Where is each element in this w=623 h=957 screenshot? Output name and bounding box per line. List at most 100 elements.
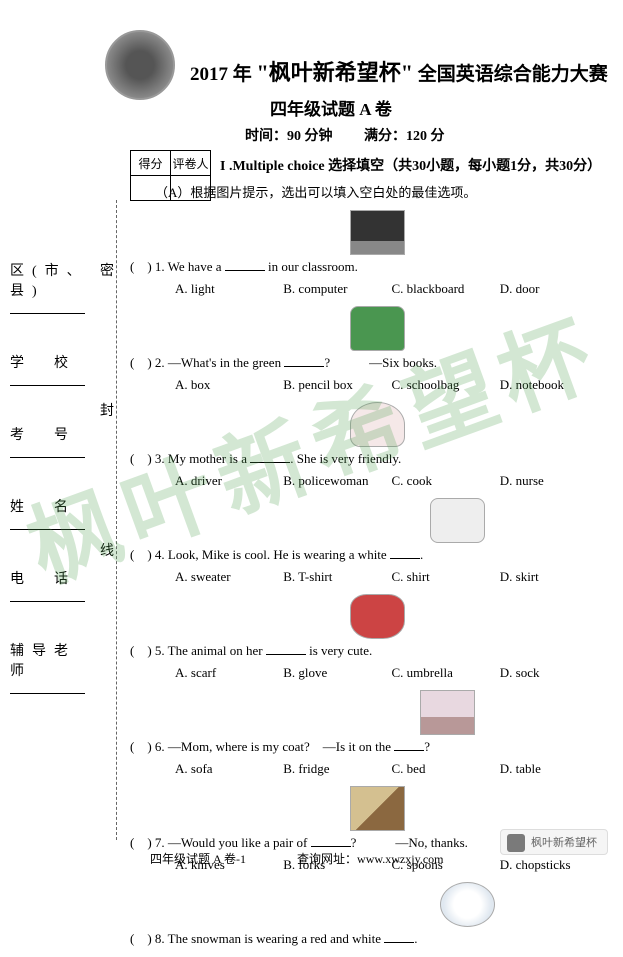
q1-opt-c[interactable]: C. blackboard [392, 279, 497, 299]
q3-opt-b[interactable]: B. policewoman [283, 471, 388, 491]
q1-image-monitor [350, 210, 405, 255]
q2-opt-b[interactable]: B. pencil box [283, 375, 388, 395]
exam-info: 时间：90 分钟 满分：120 分 [245, 125, 445, 145]
side-exam-no-line[interactable] [10, 444, 85, 458]
q5-stem-post: is very cute. [306, 643, 372, 658]
side-name-line[interactable] [10, 516, 85, 530]
q4-image-shirt [430, 498, 485, 543]
logo-badge [105, 30, 175, 100]
q6-opt-b[interactable]: B. fridge [283, 759, 388, 779]
wechat-name: 枫叶新希望杯 [531, 837, 597, 849]
question-4: ( ) 4. Look, Mike is cool. He is wearing… [130, 498, 610, 586]
question-5: ( ) 5. The animal on her is very cute. A… [130, 594, 610, 682]
section-title: I .Multiple choice 选择填空（共30小题，每小题1分，共30分… [220, 155, 601, 175]
q3-image-nurse [350, 402, 405, 447]
footer-url-label: 查询网址： [297, 852, 357, 866]
q2-stem-post: ? —Six books. [324, 355, 437, 370]
q4-opt-b[interactable]: B. T-shirt [283, 567, 388, 587]
q5-opt-b[interactable]: B. glove [283, 663, 388, 683]
q4-stem-pre: ( ) 4. Look, Mike is cool. He is wearing… [130, 547, 390, 562]
subtitle: 四年级试题 A 卷 [270, 95, 392, 120]
side-district: 区(市、县) [10, 260, 95, 300]
q7-stem-pre: ( ) 7. —Would you like a pair of [130, 835, 311, 850]
binding-chars: 密 封 线 [100, 260, 118, 680]
q1-stem-post: in our classroom. [265, 259, 358, 274]
q4-blank[interactable] [390, 547, 420, 559]
question-1: ( ) 1. We have a in our classroom. A. li… [130, 210, 610, 298]
question-3: ( ) 3. My mother is a . She is very frie… [130, 402, 610, 490]
q4-opt-c[interactable]: C. shirt [392, 567, 497, 587]
q6-opt-d[interactable]: D. table [500, 759, 605, 779]
q5-opt-d[interactable]: D. sock [500, 663, 605, 683]
q1-opt-b[interactable]: B. computer [283, 279, 388, 299]
q4-opt-a[interactable]: A. sweater [175, 567, 280, 587]
page-footer: 四年级试题 A 卷-1 查询网址：www.xwzxjy.com [150, 850, 443, 867]
question-8: ( ) 8. The snowman is wearing a red and … [130, 882, 610, 949]
q6-blank[interactable] [394, 739, 424, 751]
score-label: 满分：120 分 [364, 129, 445, 144]
q2-opt-d[interactable]: D. notebook [500, 375, 605, 395]
q1-blank[interactable] [225, 259, 265, 271]
side-school: 学 校 [10, 352, 76, 372]
q7-opt-d[interactable]: D. chopsticks [500, 855, 605, 875]
q5-blank[interactable] [266, 643, 306, 655]
q6-stem-pre: ( ) 6. —Mom, where is my coat? —Is it on… [130, 739, 394, 754]
question-2: ( ) 2. —What's in the green ? —Six books… [130, 306, 610, 394]
side-phone-line[interactable] [10, 588, 85, 602]
title-year: 2017 年 [190, 64, 252, 85]
footer-url: www.xwzxjy.com [357, 852, 443, 866]
q5-image-glove [350, 594, 405, 639]
q7-image-chopsticks [350, 786, 405, 831]
wechat-badge[interactable]: 枫叶新希望杯 [500, 829, 608, 855]
q2-blank[interactable] [284, 355, 324, 367]
footer-page: 四年级试题 A 卷-1 [150, 852, 246, 866]
q2-image-schoolbag [350, 306, 405, 351]
q8-image-snowman [440, 882, 495, 927]
q2-stem-pre: ( ) 2. —What's in the green [130, 355, 284, 370]
q5-stem-pre: ( ) 5. The animal on her [130, 643, 266, 658]
q4-stem-post: . [420, 547, 423, 562]
side-name: 姓 名 [10, 496, 76, 516]
q3-opt-a[interactable]: A. driver [175, 471, 280, 491]
side-teacher-line[interactable] [10, 680, 85, 694]
time-label: 时间：90 分钟 [245, 129, 333, 144]
q1-stem-pre: ( ) 1. We have a [130, 259, 225, 274]
q6-opt-c[interactable]: C. bed [392, 759, 497, 779]
q3-blank[interactable] [250, 451, 290, 463]
student-info-sidebar: 区(市、县) 学 校 考 号 姓 名 电 话 辅导老师 [10, 260, 95, 732]
score-header-score: 得分 [131, 151, 171, 176]
q6-opt-a[interactable]: A. sofa [175, 759, 280, 779]
title-cup-name: "枫叶新希望杯" [257, 60, 413, 85]
main-title: 2017 年 "枫叶新希望杯" 全国英语综合能力大赛 [190, 55, 608, 87]
q1-opt-d[interactable]: D. door [500, 279, 605, 299]
q3-stem-pre: ( ) 3. My mother is a [130, 451, 250, 466]
q2-opt-c[interactable]: C. schoolbag [392, 375, 497, 395]
binding-mi: 密 [100, 260, 118, 280]
question-6: ( ) 6. —Mom, where is my coat? —Is it on… [130, 690, 610, 778]
binding-xian: 线 [100, 540, 118, 560]
q7-blank[interactable] [311, 835, 351, 847]
q3-stem-post: . She is very friendly. [290, 451, 401, 466]
side-phone: 电 话 [10, 568, 76, 588]
q8-stem-pre: ( ) 8. The snowman is wearing a red and … [130, 931, 384, 946]
q8-stem-post: . [414, 931, 417, 946]
score-header-marker: 评卷人 [171, 151, 211, 176]
side-exam-no: 考 号 [10, 424, 76, 444]
q1-opt-a[interactable]: A. light [175, 279, 280, 299]
q3-opt-d[interactable]: D. nurse [500, 471, 605, 491]
q7-stem-post: ? —No, thanks. [351, 835, 468, 850]
q6-stem-post: ? [424, 739, 430, 754]
q6-image-bed [420, 690, 475, 735]
q5-opt-c[interactable]: C. umbrella [392, 663, 497, 683]
section-instruction: （A）根据图片提示，选出可以填入空白处的最佳选项。 [155, 182, 476, 201]
side-district-line[interactable] [10, 300, 85, 314]
title-contest: 全国英语综合能力大赛 [418, 64, 608, 85]
q3-opt-c[interactable]: C. cook [392, 471, 497, 491]
binding-feng: 封 [100, 400, 118, 420]
q5-opt-a[interactable]: A. scarf [175, 663, 280, 683]
q2-opt-a[interactable]: A. box [175, 375, 280, 395]
q8-blank[interactable] [384, 931, 414, 943]
q4-opt-d[interactable]: D. skirt [500, 567, 605, 587]
side-teacher: 辅导老师 [10, 640, 95, 680]
side-school-line[interactable] [10, 372, 85, 386]
